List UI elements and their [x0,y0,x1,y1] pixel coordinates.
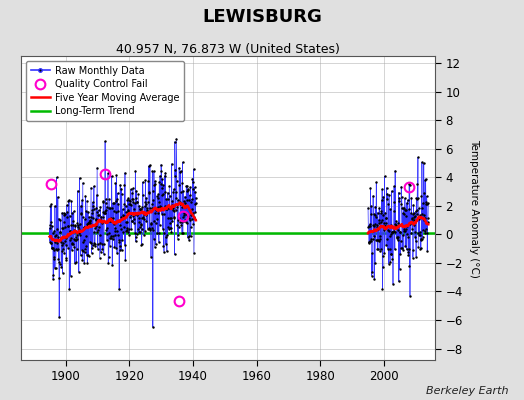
Text: LEWISBURG: LEWISBURG [202,8,322,26]
Legend: Raw Monthly Data, Quality Control Fail, Five Year Moving Average, Long-Term Tren: Raw Monthly Data, Quality Control Fail, … [26,61,184,121]
Title: 40.957 N, 76.873 W (United States): 40.957 N, 76.873 W (United States) [116,43,340,56]
Text: Berkeley Earth: Berkeley Earth [426,386,508,396]
Y-axis label: Temperature Anomaly (°C): Temperature Anomaly (°C) [470,138,479,278]
